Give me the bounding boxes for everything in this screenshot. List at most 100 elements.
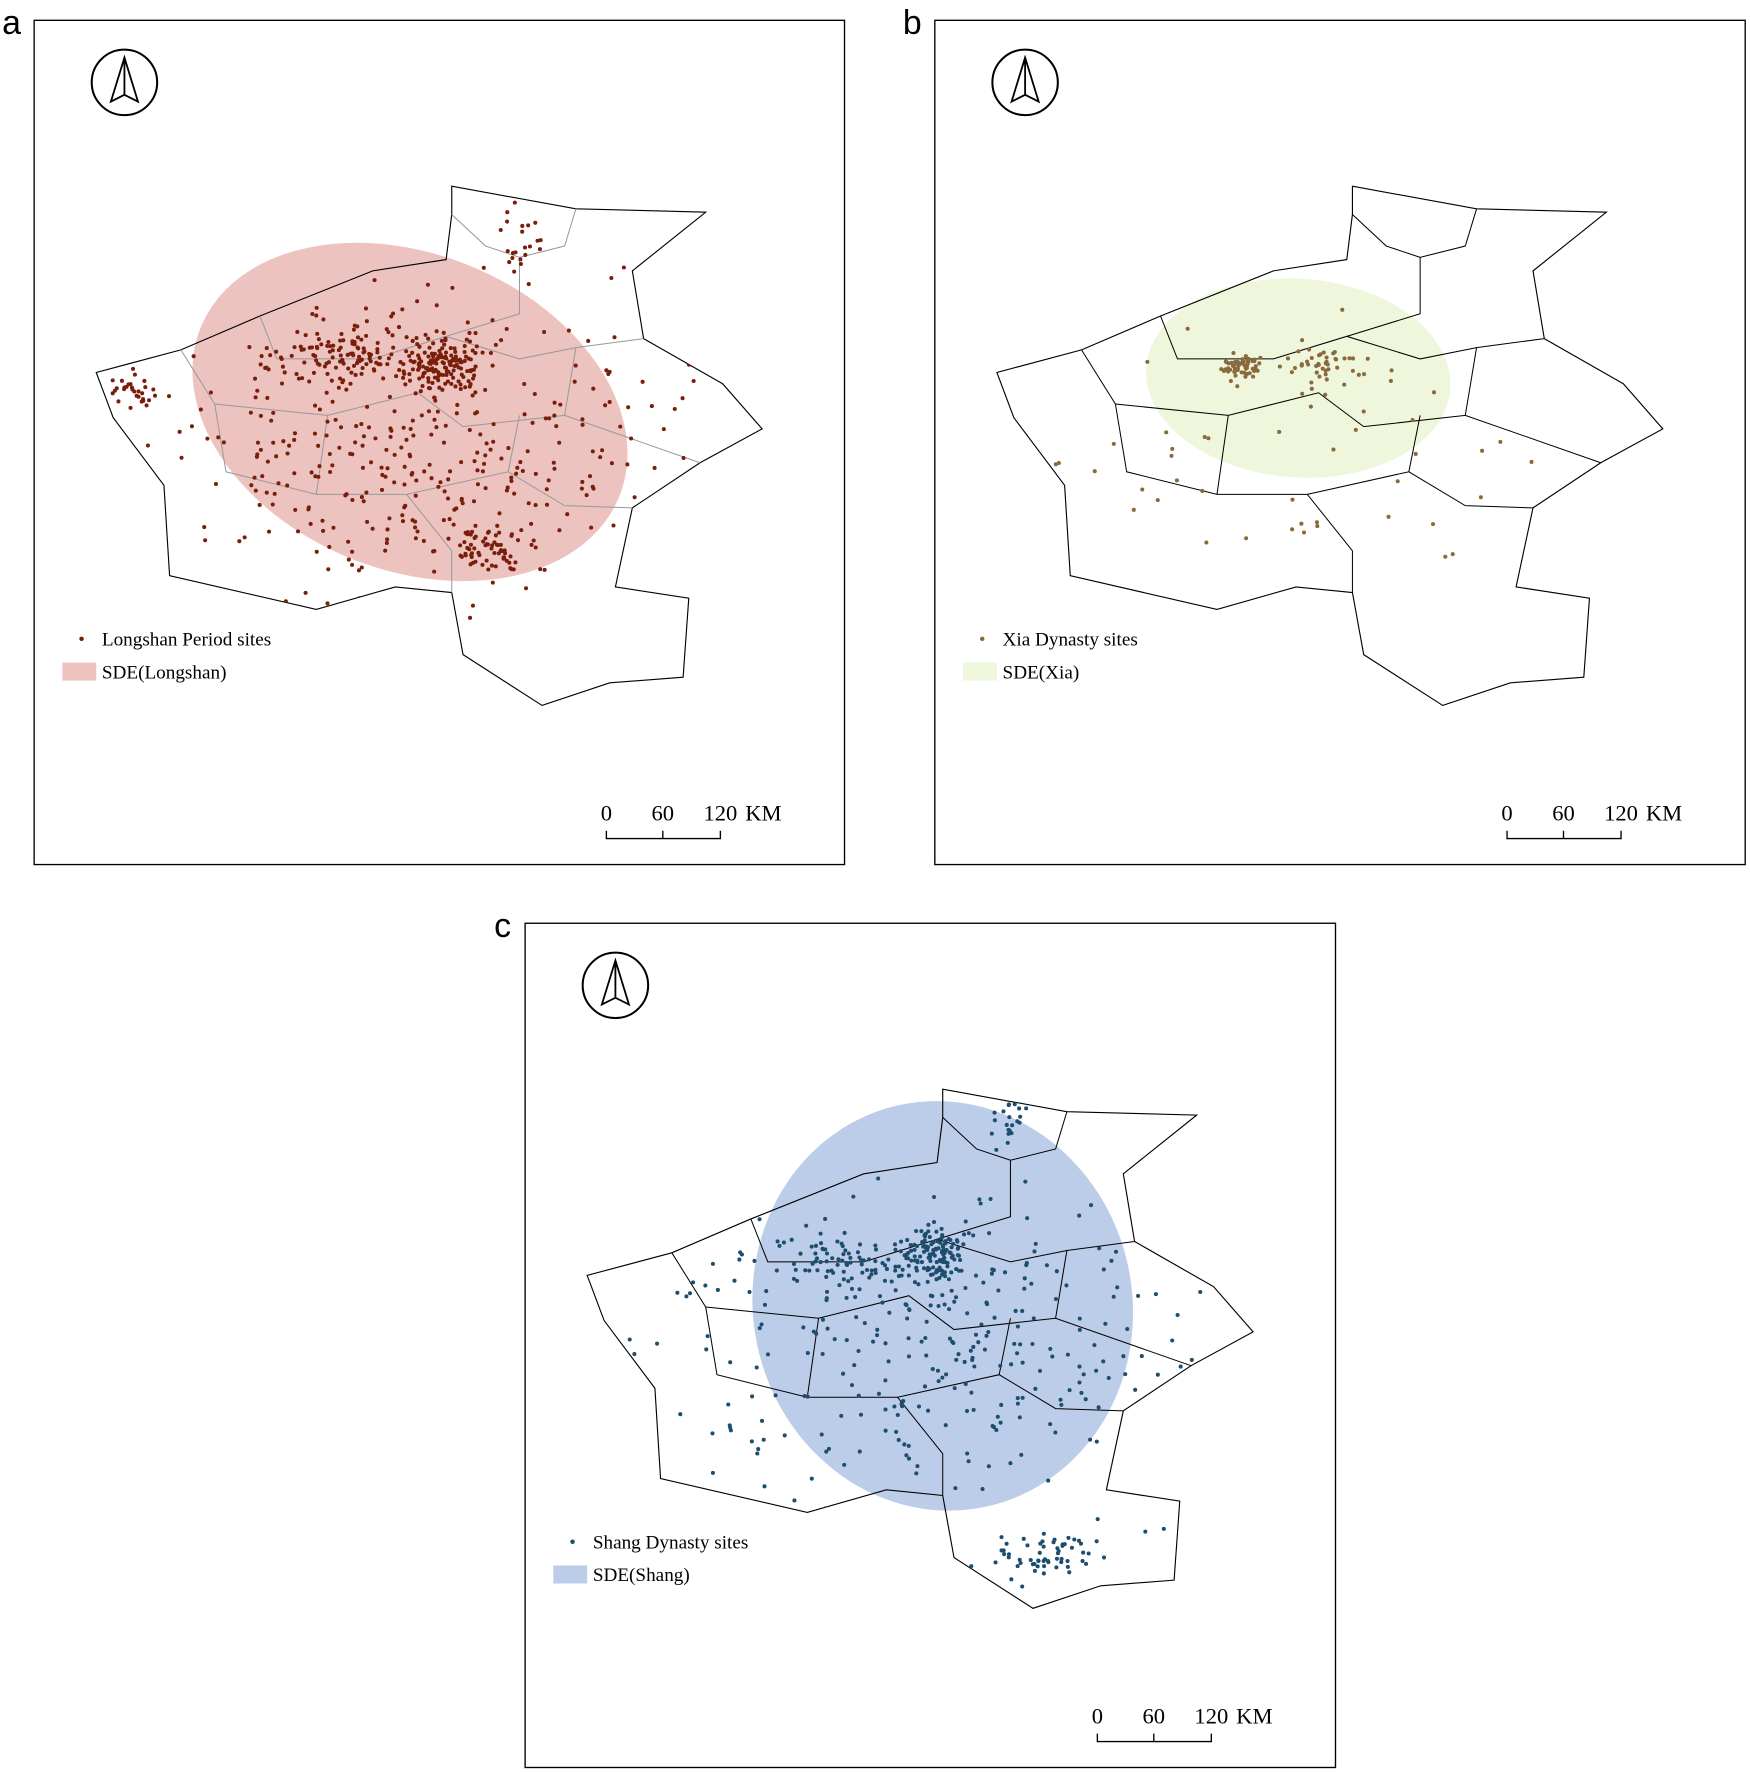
site-dot — [458, 382, 463, 387]
site-dot — [258, 447, 263, 452]
site-dot — [984, 1333, 989, 1338]
site-dot — [1323, 372, 1328, 377]
site-dot — [1008, 1461, 1013, 1466]
site-dot — [501, 555, 506, 560]
site-dot — [1094, 1368, 1099, 1373]
site-dot — [307, 379, 312, 384]
site-dot — [904, 1303, 909, 1308]
site-dot — [361, 434, 366, 439]
legend-swatch — [553, 1565, 588, 1584]
site-dot — [1106, 1375, 1111, 1381]
site-dot — [441, 361, 446, 366]
site-dot — [836, 1257, 841, 1262]
site-dot — [757, 1326, 762, 1331]
site-dot — [365, 519, 370, 524]
site-dot — [632, 1352, 637, 1357]
site-dot — [1235, 367, 1240, 373]
site-dot — [359, 495, 364, 500]
site-dot — [255, 440, 260, 445]
site-dot — [442, 489, 447, 494]
site-dot — [472, 459, 477, 464]
site-dot — [1032, 1568, 1037, 1573]
site-dot — [442, 365, 448, 370]
site-dot — [359, 337, 364, 342]
site-dot — [1053, 1430, 1058, 1435]
site-dot — [453, 349, 458, 354]
site-dot — [1431, 390, 1437, 395]
site-dot — [404, 437, 409, 442]
site-dot — [333, 417, 338, 422]
site-dot — [866, 1257, 872, 1262]
site-dot — [526, 223, 531, 228]
site-dot — [1253, 367, 1258, 372]
site-dot — [389, 428, 394, 433]
site-dot — [958, 1258, 963, 1263]
site-dot — [466, 379, 471, 384]
site-dot — [842, 1230, 847, 1235]
site-dot — [1307, 347, 1312, 352]
site-dot — [1290, 527, 1295, 532]
site-dot — [906, 1443, 911, 1448]
site-dot — [350, 549, 355, 554]
site-dot — [1041, 1559, 1046, 1564]
site-dot — [930, 1367, 935, 1372]
site-dot — [191, 335, 196, 340]
site-dot — [337, 445, 342, 450]
site-dot — [928, 1303, 933, 1308]
site-dot — [360, 366, 365, 371]
site-dot — [247, 345, 252, 350]
site-dot — [1092, 469, 1097, 474]
site-dot — [896, 1437, 901, 1442]
site-dot — [953, 1486, 958, 1491]
site-dot — [889, 1279, 894, 1284]
site-dot — [522, 381, 527, 387]
site-dot — [1145, 359, 1150, 364]
site-dot — [631, 1416, 636, 1421]
site-dot — [992, 1315, 997, 1320]
site-dot — [919, 1260, 924, 1265]
site-dot — [298, 344, 303, 349]
site-dot — [459, 498, 464, 503]
site-dot — [128, 405, 133, 410]
site-dot — [410, 367, 415, 372]
site-dot — [319, 342, 324, 347]
site-dot — [481, 265, 486, 270]
site-dot — [511, 567, 516, 572]
site-dot — [1094, 1439, 1099, 1444]
site-dot — [749, 1439, 754, 1444]
site-dot — [551, 460, 556, 465]
site-dot — [515, 465, 520, 470]
site-dot — [977, 1197, 982, 1202]
site-dot — [386, 330, 391, 335]
site-dot — [299, 347, 304, 352]
site-dot — [1012, 1094, 1017, 1099]
site-dot — [387, 516, 392, 521]
site-dot — [916, 1404, 922, 1409]
site-dot — [365, 404, 370, 409]
site-dot — [392, 452, 397, 457]
site-dot — [1183, 1190, 1188, 1195]
site-dot — [1101, 1267, 1106, 1272]
site-dot — [855, 1250, 860, 1255]
site-dot — [1309, 386, 1314, 391]
site-dot — [864, 1267, 870, 1273]
site-dot — [857, 1287, 862, 1292]
site-dot — [258, 362, 263, 367]
site-dot — [311, 353, 316, 358]
site-dot — [518, 261, 523, 267]
site-dot — [976, 1340, 981, 1345]
site-dot — [470, 393, 475, 398]
site-dot — [306, 507, 311, 512]
site-dot — [303, 333, 308, 338]
site-dot — [994, 1147, 999, 1152]
site-dot — [618, 424, 623, 429]
site-dot — [1035, 1564, 1040, 1569]
site-dot — [1015, 1119, 1020, 1124]
site-dot — [1155, 498, 1160, 503]
region-boundary — [1408, 415, 1421, 472]
site-dot — [338, 425, 344, 430]
site-dot — [458, 366, 464, 371]
site-dot — [1229, 1393, 1234, 1398]
site-dot — [1007, 1128, 1012, 1133]
scale-label: 120 — [1194, 1703, 1228, 1728]
